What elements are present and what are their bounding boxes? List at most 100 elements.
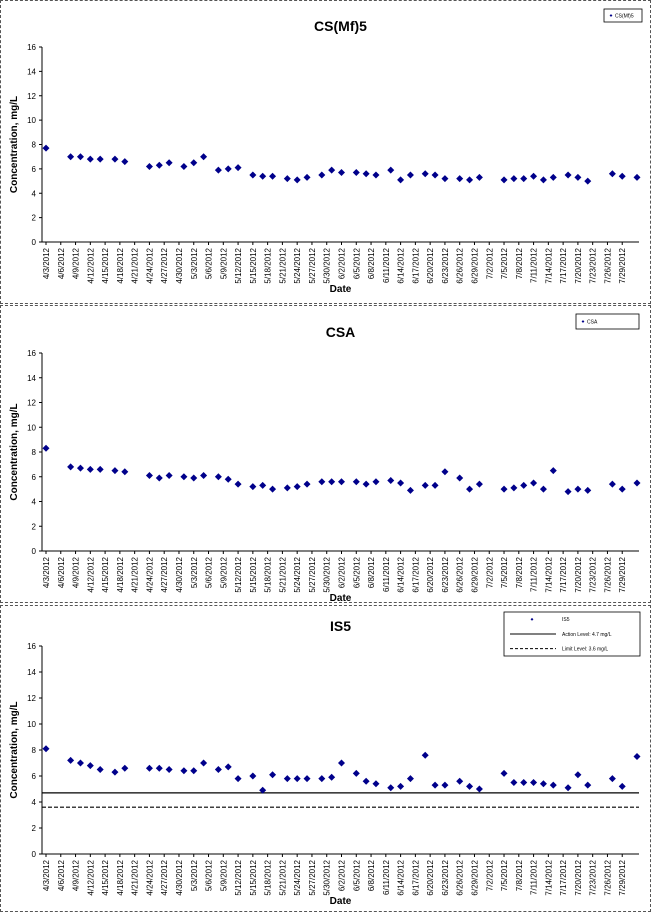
x-tick-label: 4/9/2012: [72, 859, 81, 891]
x-tick-label: 7/8/2012: [515, 247, 524, 279]
data-point: [76, 153, 84, 161]
y-tick-label: 2: [32, 824, 37, 833]
y-tick-label: 16: [27, 349, 36, 358]
data-point: [303, 173, 311, 181]
data-point: [520, 175, 528, 183]
data-point: [121, 158, 129, 166]
y-tick-label: 6: [32, 165, 37, 174]
x-tick-label: 7/5/2012: [500, 859, 509, 891]
x-tick-label: 5/9/2012: [219, 859, 228, 891]
x-tick-label: 5/24/2012: [293, 556, 302, 592]
data-point: [338, 169, 345, 177]
y-axis-label: Concentration, mg/L: [9, 701, 20, 798]
y-tick-label: 4: [32, 498, 37, 507]
data-point: [155, 764, 163, 772]
x-tick-label: 4/18/2012: [116, 247, 125, 283]
data-point: [530, 479, 538, 487]
data-point: [633, 753, 641, 760]
x-tick-label: 5/15/2012: [249, 247, 258, 283]
x-tick-label: 4/6/2012: [57, 556, 66, 588]
x-tick-label: 5/30/2012: [323, 556, 332, 592]
data-point: [466, 176, 474, 184]
data-point: [574, 485, 582, 493]
data-point: [318, 478, 326, 486]
data-point: [214, 473, 222, 481]
x-tick-label: 6/26/2012: [456, 247, 465, 283]
data-point: [259, 172, 267, 180]
x-tick-label: 7/11/2012: [530, 859, 539, 895]
data-point: [190, 474, 198, 482]
data-point: [352, 769, 360, 777]
x-tick-label: 6/29/2012: [470, 859, 479, 895]
x-tick-label: 7/17/2012: [559, 247, 568, 283]
data-point: [234, 480, 242, 488]
x-tick-label: 6/26/2012: [456, 859, 465, 895]
data-point: [200, 153, 208, 161]
x-tick-label: 7/29/2012: [618, 859, 627, 895]
x-tick-label: 4/30/2012: [175, 556, 184, 592]
data-point: [500, 485, 508, 493]
x-tick-label: 6/8/2012: [367, 247, 376, 279]
chart-title: CS(Mf)5: [314, 18, 367, 34]
y-axis-label: Concentration, mg/L: [9, 96, 20, 193]
data-point: [328, 166, 336, 174]
data-point: [520, 481, 528, 489]
x-tick-label: 6/14/2012: [397, 859, 406, 895]
data-point: [475, 785, 483, 793]
y-tick-label: 0: [32, 238, 37, 247]
x-tick-label: 5/27/2012: [308, 859, 317, 895]
data-point: [564, 488, 572, 496]
data-point: [303, 775, 311, 783]
data-point: [362, 480, 370, 488]
data-point: [633, 479, 641, 487]
x-tick-label: 4/24/2012: [145, 247, 154, 283]
x-tick-label: 6/8/2012: [367, 859, 376, 891]
data-point: [303, 480, 311, 488]
data-point: [283, 484, 291, 492]
x-tick-label: 6/11/2012: [382, 859, 391, 895]
x-tick-label: 5/12/2012: [234, 556, 243, 592]
x-tick-label: 7/26/2012: [603, 859, 612, 895]
data-point: [362, 777, 370, 785]
x-tick-label: 6/14/2012: [397, 247, 406, 283]
x-tick-label: 5/18/2012: [264, 556, 273, 592]
data-point: [165, 159, 173, 167]
x-tick-label: 5/21/2012: [278, 247, 287, 283]
data-point: [224, 763, 232, 771]
data-point: [530, 779, 538, 786]
data-point: [293, 176, 301, 184]
data-point: [406, 171, 414, 179]
x-tick-label: 6/11/2012: [382, 247, 391, 283]
data-point: [475, 173, 483, 181]
x-tick-label: 4/3/2012: [42, 859, 51, 891]
data-point: [539, 485, 547, 493]
chart-csa: CSA 0 2 4 6 8 10 12 14 16 Concentration, mg/L 4/3/2…: [9, 313, 641, 602]
x-tick-label: 6/2/2012: [338, 859, 347, 891]
x-tick-label: 6/23/2012: [441, 556, 450, 592]
y-tick-label: 2: [32, 214, 37, 223]
data-point: [441, 175, 449, 183]
x-tick-label: 7/20/2012: [574, 247, 583, 283]
x-tick-label: 5/18/2012: [264, 247, 273, 283]
data-point: [259, 786, 267, 794]
legend-label-limit-level-3-6-mg-l: Limit Level: 3.6 mg/L: [562, 646, 608, 652]
x-tick-label: 4/21/2012: [131, 556, 140, 592]
data-point: [165, 472, 173, 480]
x-tick-label: 6/17/2012: [411, 247, 420, 283]
data-point: [584, 486, 592, 494]
data-point: [549, 467, 557, 475]
y-tick-label: 12: [27, 92, 36, 101]
x-tick-label: 5/30/2012: [323, 859, 332, 895]
x-tick-label: 4/12/2012: [86, 556, 95, 592]
data-point: [510, 484, 518, 492]
data-point: [67, 153, 75, 161]
data-point: [564, 171, 572, 179]
x-tick-label: 6/11/2012: [382, 556, 391, 592]
x-tick-label: 6/5/2012: [352, 859, 361, 891]
x-tick-label: 5/12/2012: [234, 859, 243, 895]
x-tick-label: 7/2/2012: [485, 247, 494, 279]
x-tick-label: 4/30/2012: [175, 859, 184, 895]
x-tick-label: 7/2/2012: [485, 859, 494, 891]
y-tick-label: 0: [32, 850, 37, 859]
x-tick-label: 6/5/2012: [352, 247, 361, 279]
